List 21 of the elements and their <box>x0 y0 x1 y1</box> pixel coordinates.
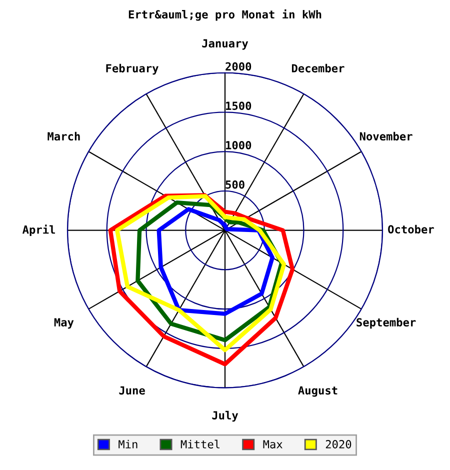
y-tick-label: 1500 <box>226 102 252 110</box>
y-tick-label: 1000 <box>226 140 252 150</box>
spoke-label: July <box>212 410 238 422</box>
y-tick-label: 2000 <box>226 62 252 71</box>
spoke-label: November <box>360 132 412 141</box>
spoke-label: January <box>202 39 248 50</box>
spoke-label: June <box>119 386 145 395</box>
spoke-label: December <box>292 64 344 72</box>
legend-label: Min <box>118 440 138 448</box>
legend-label: Max <box>263 440 282 448</box>
spoke-label: October <box>388 224 434 234</box>
spoke-label: September <box>356 318 416 329</box>
legend-label: Mittel <box>180 440 220 448</box>
spoke-label: February <box>106 64 158 75</box>
spoke-label: March <box>48 132 80 141</box>
spoke-label: August <box>298 386 338 397</box>
spoke-label: May <box>54 318 74 329</box>
chart-title: Ertr&auml;ge pro Monat in kWh <box>128 9 322 21</box>
spoke-label: April <box>22 224 55 236</box>
legend-label: 2020 <box>326 440 352 448</box>
y-tick-label: 500 <box>226 180 244 189</box>
